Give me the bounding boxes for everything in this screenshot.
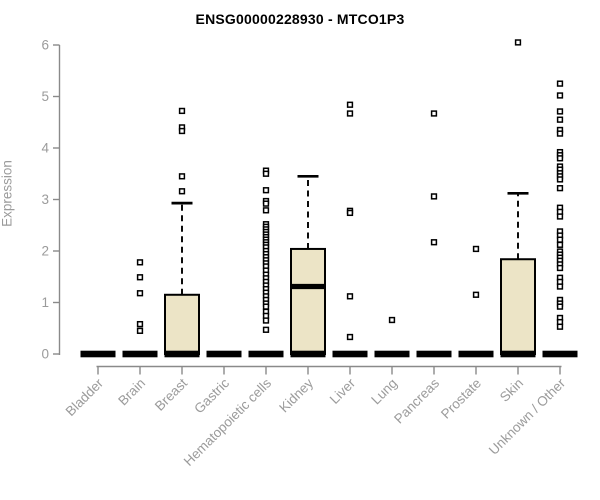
outlier-point	[556, 213, 564, 220]
outlier-point	[262, 303, 270, 310]
y-tick-label: 1	[41, 295, 49, 310]
box-group-breast	[164, 107, 200, 358]
outlier-point	[514, 39, 522, 46]
zero-bar	[164, 350, 200, 358]
outlier-point	[346, 333, 354, 341]
zero-bar	[458, 350, 494, 358]
outlier-point	[556, 241, 564, 248]
outlier-point	[556, 303, 564, 310]
outlier-point	[262, 326, 270, 333]
outlier-point	[556, 116, 564, 123]
outlier-point	[556, 155, 564, 162]
outlier-point	[262, 170, 270, 177]
box-group-pancreas	[416, 110, 452, 358]
zero-bar	[290, 350, 326, 358]
outlier-point	[346, 101, 354, 108]
x-tick-label: Brain	[115, 376, 148, 409]
x-tick-label: Skin	[497, 376, 526, 405]
y-tick-label: 5	[41, 89, 49, 104]
outlier-point	[262, 207, 270, 214]
x-tick-label: Liver	[327, 375, 359, 407]
x-tick-label: Bladder	[63, 375, 107, 419]
outlier-point	[430, 193, 438, 200]
box-iqr	[290, 247, 326, 355]
outlier-point	[136, 320, 144, 328]
y-tick-label: 6	[41, 38, 49, 53]
outlier-point	[556, 130, 564, 137]
box-group-skin	[500, 39, 536, 358]
outlier-point	[346, 209, 354, 217]
outlier-point	[262, 200, 270, 207]
box-group-kidney	[290, 174, 326, 358]
x-tick-label: Prostate	[438, 376, 484, 422]
outlier-point	[556, 176, 564, 183]
outlier-point	[136, 259, 144, 266]
outlier-point	[262, 317, 270, 324]
outlier-point	[556, 264, 564, 272]
zero-bar	[122, 350, 158, 358]
x-tick-label: Kidney	[276, 375, 316, 415]
outlier-point	[136, 290, 144, 297]
outlier-point	[262, 187, 270, 194]
box-group-brain	[122, 259, 158, 358]
x-tick-label: Gastric	[191, 375, 232, 416]
box-iqr	[164, 293, 200, 355]
x-tick-label: Unknown / Other	[486, 375, 569, 458]
y-axis-label: Expression	[0, 160, 15, 227]
zero-bar	[374, 350, 410, 358]
box-group-bladder	[80, 350, 116, 358]
x-tick-label: Pancreas	[391, 375, 442, 426]
outlier-point	[430, 239, 438, 246]
box-group-gastric	[206, 350, 242, 358]
outlier-point	[178, 173, 186, 180]
outlier-point	[556, 92, 564, 99]
outlier-point	[556, 185, 564, 192]
outlier-point	[556, 80, 564, 87]
outlier-point	[388, 316, 396, 324]
box-group-unknown-other	[542, 80, 578, 358]
outlier-point	[472, 291, 480, 298]
zero-bar	[500, 350, 536, 358]
box-group-lung	[374, 316, 410, 358]
outlier-point	[178, 127, 186, 135]
y-tick-label: 0	[41, 347, 49, 362]
zero-bar	[206, 350, 242, 358]
x-tick-label: Breast	[152, 375, 190, 413]
outlier-point	[556, 283, 564, 290]
y-tick-label: 3	[41, 192, 49, 207]
outlier-point	[556, 236, 564, 243]
zero-bar	[248, 350, 284, 358]
box-group-liver	[332, 101, 368, 358]
outlier-point	[178, 188, 186, 195]
outlier-point	[472, 245, 480, 253]
outlier-point	[136, 274, 144, 281]
box-group-prostate	[458, 245, 494, 358]
outlier-point	[136, 327, 144, 334]
zero-bar	[416, 350, 452, 358]
zero-bar	[332, 350, 368, 358]
box-iqr	[500, 258, 536, 355]
y-tick-label: 4	[41, 141, 49, 156]
outlier-point	[430, 110, 438, 117]
outlier-point	[178, 107, 186, 115]
y-tick-label: 2	[41, 244, 49, 259]
x-tick-label: Lung	[368, 376, 400, 408]
zero-bar	[80, 350, 116, 358]
zero-bar	[542, 350, 578, 358]
outlier-point	[346, 110, 354, 117]
outlier-point	[346, 293, 354, 300]
outlier-point	[556, 323, 564, 330]
y-axis: 0 1 2 3 4 5 6	[41, 38, 61, 362]
box-group-hematopoietic-cells	[248, 167, 284, 358]
chart-title: ENSG00000228930 - MTCO1P3	[195, 11, 405, 27]
outlier-point	[556, 108, 564, 115]
